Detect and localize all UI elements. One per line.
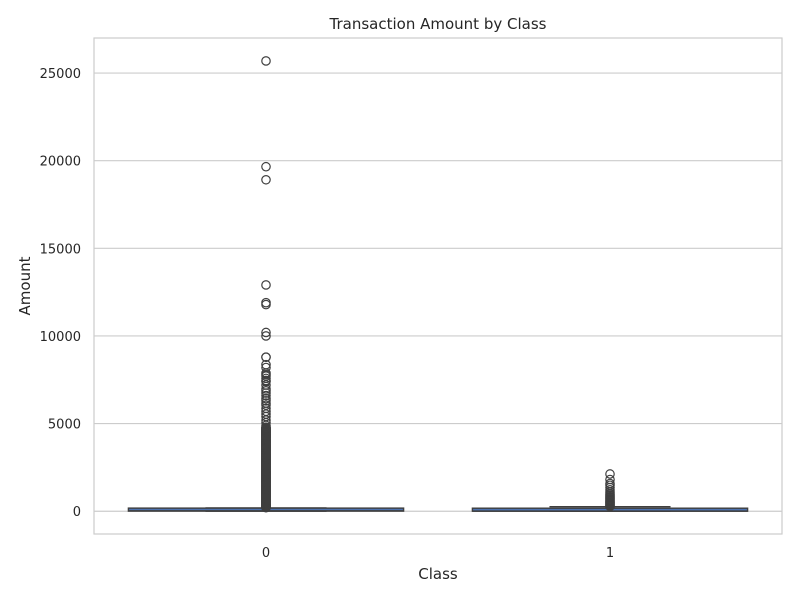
outlier-point [261,174,271,185]
outlier-point [605,469,615,479]
y-tick-label: 0 [73,505,81,520]
plot-area [93,37,783,535]
outlier-point [261,376,271,387]
outlier-point [261,417,271,428]
y-gridlines [94,72,782,512]
y-tick-labels: 0 5000 10000 15000 20000 25000 [40,67,81,520]
outlier-point [605,501,615,512]
x-tick-label: 1 [606,546,614,561]
outlier-point [261,299,271,310]
outlier-point [261,390,271,401]
y-tick-label: 10000 [40,330,81,345]
outlier-point [261,420,271,431]
outlier-point [261,56,271,66]
x-axis-label: Class [418,565,458,583]
box-group-class-0 [127,56,405,513]
boxes [127,56,749,513]
y-tick-label: 15000 [40,242,81,257]
box-group-class-1 [471,469,749,512]
outlier-point [261,415,271,425]
y-axis-label: Amount [16,256,34,315]
y-tick-label: 20000 [40,155,81,170]
outlier-point [261,161,271,172]
outlier-point [261,297,271,308]
outlier-point [261,331,271,341]
outlier-point [261,352,271,363]
y-tick-label: 25000 [40,67,81,82]
chart-title: Transaction Amount by Class [329,15,547,33]
outlier-point [261,388,271,398]
outlier-point [261,280,271,290]
y-tick-label: 5000 [48,418,81,433]
outlier-point [261,327,271,338]
x-tick-label: 0 [262,546,270,561]
